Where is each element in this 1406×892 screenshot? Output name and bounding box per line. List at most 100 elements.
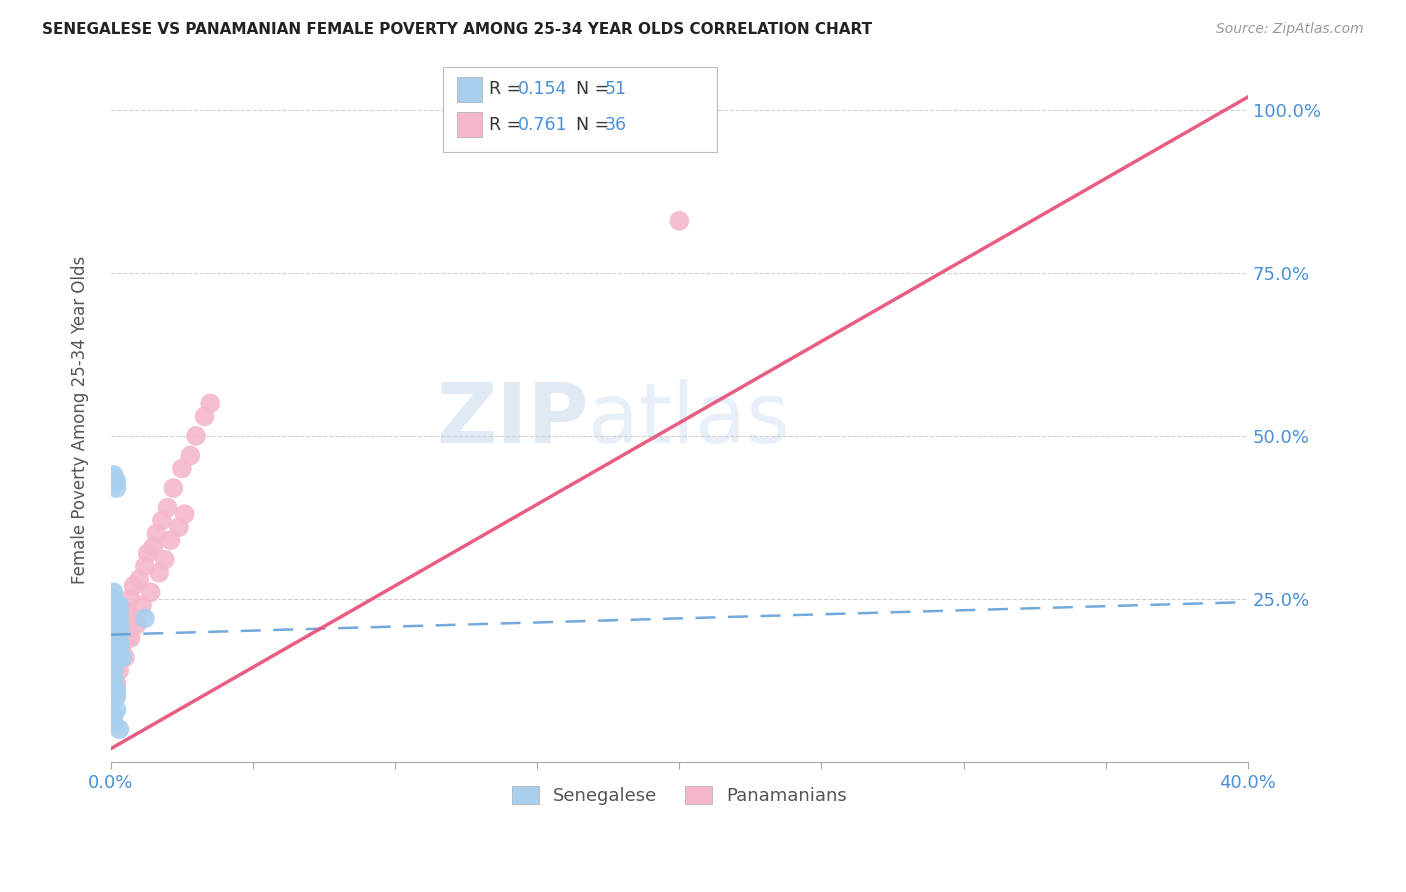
Point bbox=[103, 591, 125, 606]
Point bbox=[105, 637, 128, 651]
Point bbox=[136, 546, 159, 560]
Point bbox=[150, 514, 173, 528]
Point bbox=[122, 579, 145, 593]
Point bbox=[103, 631, 125, 645]
Text: 0.761: 0.761 bbox=[517, 116, 567, 134]
Point bbox=[105, 644, 128, 658]
Point bbox=[111, 644, 134, 658]
Point bbox=[108, 624, 131, 639]
Point bbox=[120, 591, 142, 606]
Point bbox=[105, 631, 128, 645]
Point bbox=[103, 670, 125, 684]
Point bbox=[128, 572, 150, 586]
Point bbox=[194, 409, 217, 424]
Point bbox=[105, 657, 128, 671]
Point bbox=[162, 481, 184, 495]
Point bbox=[184, 429, 207, 443]
Point bbox=[108, 624, 131, 639]
Text: SENEGALESE VS PANAMANIAN FEMALE POVERTY AMONG 25-34 YEAR OLDS CORRELATION CHART: SENEGALESE VS PANAMANIAN FEMALE POVERTY … bbox=[42, 22, 872, 37]
Point bbox=[142, 540, 165, 554]
Text: R =: R = bbox=[489, 80, 527, 98]
Point bbox=[108, 664, 131, 678]
Point bbox=[120, 631, 142, 645]
Point bbox=[103, 715, 125, 730]
Text: 51: 51 bbox=[605, 80, 627, 98]
Point bbox=[108, 637, 131, 651]
Point bbox=[159, 533, 181, 548]
Point bbox=[668, 214, 690, 228]
Text: ZIP: ZIP bbox=[436, 379, 588, 460]
Point bbox=[111, 650, 134, 665]
Text: N =: N = bbox=[576, 116, 616, 134]
Point bbox=[125, 618, 148, 632]
Point bbox=[111, 624, 134, 639]
Point bbox=[105, 624, 128, 639]
Point bbox=[108, 631, 131, 645]
Point bbox=[114, 650, 136, 665]
Text: Source: ZipAtlas.com: Source: ZipAtlas.com bbox=[1216, 22, 1364, 37]
Text: atlas: atlas bbox=[588, 379, 790, 460]
Point bbox=[131, 599, 153, 613]
Point bbox=[105, 676, 128, 690]
Point bbox=[103, 611, 125, 625]
Point bbox=[108, 644, 131, 658]
Point bbox=[103, 618, 125, 632]
Point bbox=[105, 481, 128, 495]
Point bbox=[103, 644, 125, 658]
Point bbox=[105, 599, 128, 613]
Point bbox=[170, 461, 193, 475]
Point bbox=[105, 611, 128, 625]
Point bbox=[117, 631, 139, 645]
Point bbox=[117, 605, 139, 619]
Point bbox=[105, 605, 128, 619]
Point bbox=[105, 618, 128, 632]
Point bbox=[122, 611, 145, 625]
Point bbox=[103, 676, 125, 690]
Point bbox=[103, 585, 125, 599]
Text: N =: N = bbox=[576, 80, 616, 98]
Point bbox=[108, 637, 131, 651]
Point bbox=[103, 468, 125, 483]
Point bbox=[103, 624, 125, 639]
Point bbox=[108, 611, 131, 625]
Point bbox=[105, 624, 128, 639]
Point bbox=[145, 526, 167, 541]
Text: R =: R = bbox=[489, 116, 527, 134]
Point bbox=[156, 500, 179, 515]
Point bbox=[105, 475, 128, 489]
Point bbox=[114, 611, 136, 625]
Point bbox=[134, 611, 156, 625]
Point bbox=[105, 650, 128, 665]
Legend: Senegalese, Panamanians: Senegalese, Panamanians bbox=[503, 777, 856, 814]
Point bbox=[105, 690, 128, 704]
Point bbox=[105, 650, 128, 665]
Point bbox=[179, 449, 201, 463]
Point bbox=[103, 618, 125, 632]
Point bbox=[103, 611, 125, 625]
Point bbox=[103, 664, 125, 678]
Point bbox=[153, 553, 176, 567]
Point bbox=[105, 631, 128, 645]
Point bbox=[167, 520, 190, 534]
Point bbox=[200, 396, 222, 410]
Point bbox=[103, 709, 125, 723]
Point bbox=[148, 566, 170, 580]
Text: 36: 36 bbox=[605, 116, 627, 134]
Point bbox=[105, 703, 128, 717]
Point bbox=[173, 507, 195, 521]
Point bbox=[105, 605, 128, 619]
Point bbox=[108, 605, 131, 619]
Point bbox=[108, 637, 131, 651]
Point bbox=[108, 722, 131, 736]
Point bbox=[108, 599, 131, 613]
Point bbox=[103, 664, 125, 678]
Y-axis label: Female Poverty Among 25-34 Year Olds: Female Poverty Among 25-34 Year Olds bbox=[72, 255, 89, 583]
Point bbox=[134, 559, 156, 574]
Point bbox=[103, 657, 125, 671]
Point bbox=[103, 670, 125, 684]
Point bbox=[103, 657, 125, 671]
Point bbox=[108, 618, 131, 632]
Text: 0.154: 0.154 bbox=[517, 80, 567, 98]
Point bbox=[108, 637, 131, 651]
Point bbox=[139, 585, 162, 599]
